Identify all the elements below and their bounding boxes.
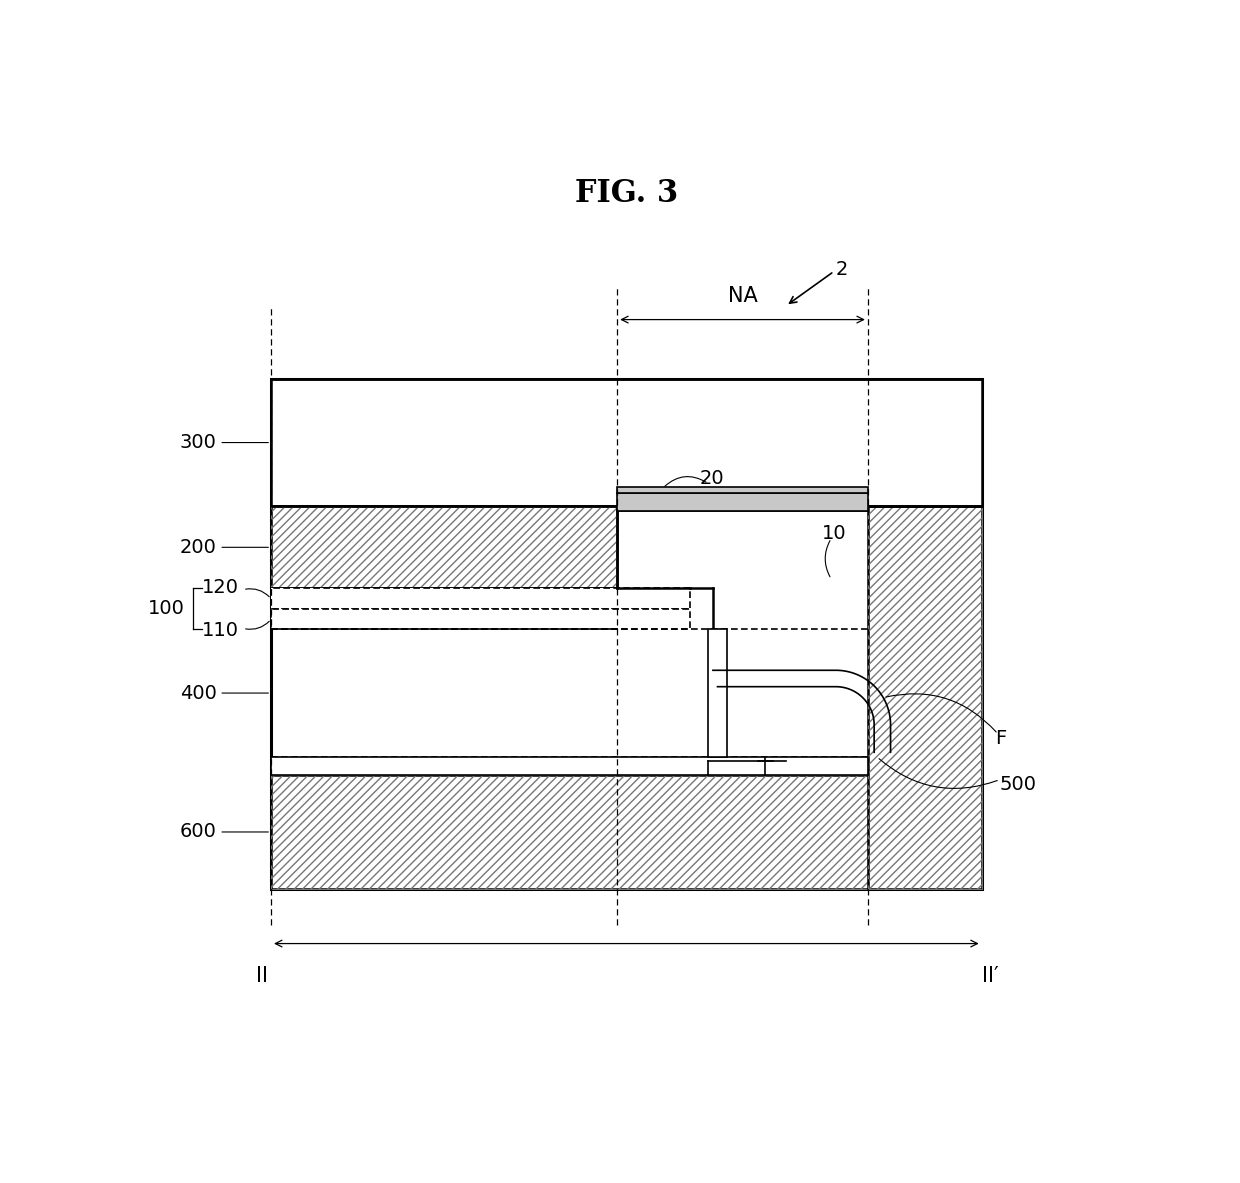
Bar [272,379,982,506]
Text: NA: NA [728,286,758,306]
Text: 400: 400 [180,684,217,703]
Bar [618,506,868,511]
Text: 20: 20 [699,470,724,489]
Bar [868,379,982,888]
Bar [868,379,982,888]
Text: F: F [996,729,1007,748]
Bar [272,379,982,888]
Text: II: II [255,967,268,987]
Bar [618,492,868,511]
Bar [272,609,691,629]
Bar [708,629,727,757]
Text: 110: 110 [202,621,239,640]
Bar [272,775,982,888]
Bar [272,506,618,588]
Text: FIG. 3: FIG. 3 [575,179,678,209]
Bar [272,588,691,609]
Text: 120: 120 [202,578,239,597]
Bar [272,775,982,888]
Text: 200: 200 [180,538,217,557]
Text: 300: 300 [180,433,217,452]
Text: 2: 2 [836,260,848,279]
Text: 100: 100 [148,600,185,619]
Text: II′: II′ [982,967,999,987]
Text: 500: 500 [999,775,1037,794]
Text: 10: 10 [822,524,847,543]
Bar [272,506,618,588]
Bar [618,487,868,492]
Bar [272,757,868,775]
Text: 600: 600 [180,822,217,841]
